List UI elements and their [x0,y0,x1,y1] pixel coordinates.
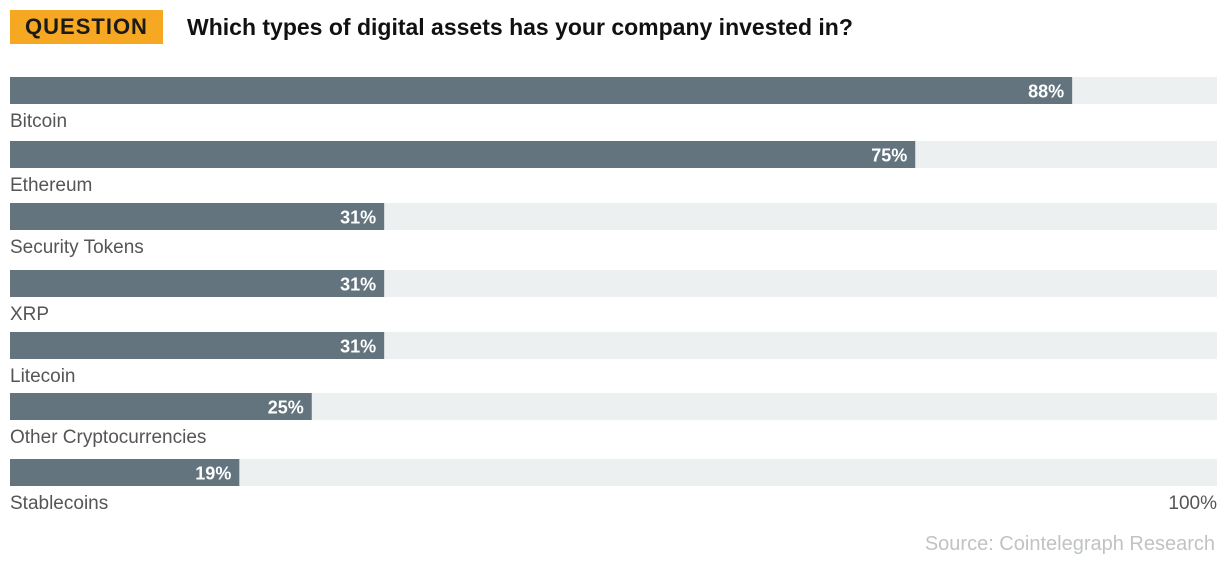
question-title: Which types of digital assets has your c… [187,13,853,40]
category-label: Litecoin [10,366,76,387]
bar [10,203,385,230]
bar [10,77,1073,104]
source-note: Source: Cointelegraph Research [924,533,1215,555]
bar [10,270,385,297]
bar-chart: 88% Bitcoin 75% Ethereum 31% Security Tokens 3… [10,77,1217,514]
bar [10,141,916,168]
category-label: Stablecoins [10,493,108,514]
axis-end-label: 100% [1168,493,1217,514]
category-label: Bitcoin [10,111,67,132]
bar [10,459,240,486]
bar-value-label: 31% [340,337,376,357]
category-label: Other Cryptocurrencies [10,427,206,448]
bar-value-label: 25% [268,398,304,418]
bar-value-label: 19% [195,464,231,484]
bar-value-label: 75% [871,146,907,166]
question-badge: QUESTION [10,10,163,44]
category-label: XRP [10,304,49,325]
category-label: Ethereum [10,175,92,196]
bar [10,332,385,359]
bar-value-label: 31% [340,208,376,228]
bar-value-label: 88% [1028,82,1064,102]
bar [10,393,312,420]
bar-value-label: 31% [340,275,376,295]
chart-header: QUESTION Which types of digital assets h… [10,10,853,44]
category-label: Security Tokens [10,237,144,258]
